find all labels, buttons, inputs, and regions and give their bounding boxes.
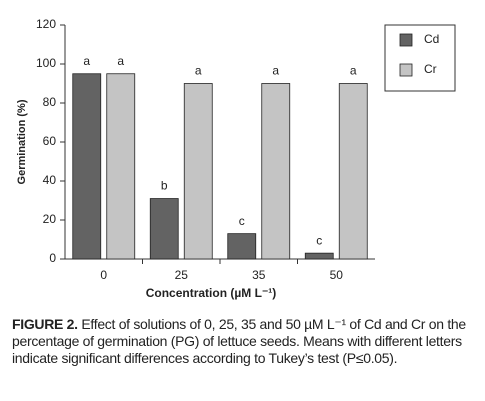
x-tick-label: 25 <box>175 268 189 282</box>
x-tick-label: 50 <box>330 268 344 282</box>
bar <box>183 83 213 260</box>
y-tick-label: 20 <box>43 212 57 226</box>
caption-label: FIGURE 2. <box>12 316 78 332</box>
significance-letter: a <box>83 54 90 68</box>
bar <box>261 83 291 260</box>
chart: Germination (%) Concentration (µM L⁻¹) 0… <box>16 17 456 300</box>
caption-text: Effect of solutions of 0, 25, 35 and 50 … <box>12 316 466 366</box>
y-tick-label: 0 <box>49 251 56 265</box>
x-tick-label: 35 <box>252 268 266 282</box>
caption: FIGURE 2. Effect of solutions of 0, 25, … <box>12 316 474 367</box>
legend-box <box>384 24 456 92</box>
y-tick-label: 120 <box>36 17 56 31</box>
bar <box>149 198 179 260</box>
y-tick-label: 60 <box>43 134 57 148</box>
significance-letter: a <box>272 64 279 78</box>
x-tick-label: 0 <box>100 268 107 282</box>
significance-letter: a <box>350 64 357 78</box>
significance-letter: b <box>161 179 168 193</box>
significance-letter: a <box>117 54 124 68</box>
bar <box>227 233 257 260</box>
bar <box>72 73 102 260</box>
y-tick-label: 40 <box>43 173 57 187</box>
bar <box>338 83 368 260</box>
bar <box>304 252 334 260</box>
y-tick-label: 100 <box>36 56 56 70</box>
legend-label: Cd <box>424 32 439 46</box>
x-axis-label: Concentration (µM L⁻¹) <box>146 286 277 300</box>
legend-label: Cr <box>424 62 437 76</box>
y-tick-label: 80 <box>43 95 57 109</box>
significance-letter: c <box>239 214 245 228</box>
legend-swatch <box>399 63 413 77</box>
legend-swatch <box>399 33 413 47</box>
significance-letter: a <box>195 64 202 78</box>
bar <box>106 73 136 260</box>
significance-letter: c <box>316 233 322 247</box>
y-axis-label: Germination (%) <box>16 99 28 184</box>
